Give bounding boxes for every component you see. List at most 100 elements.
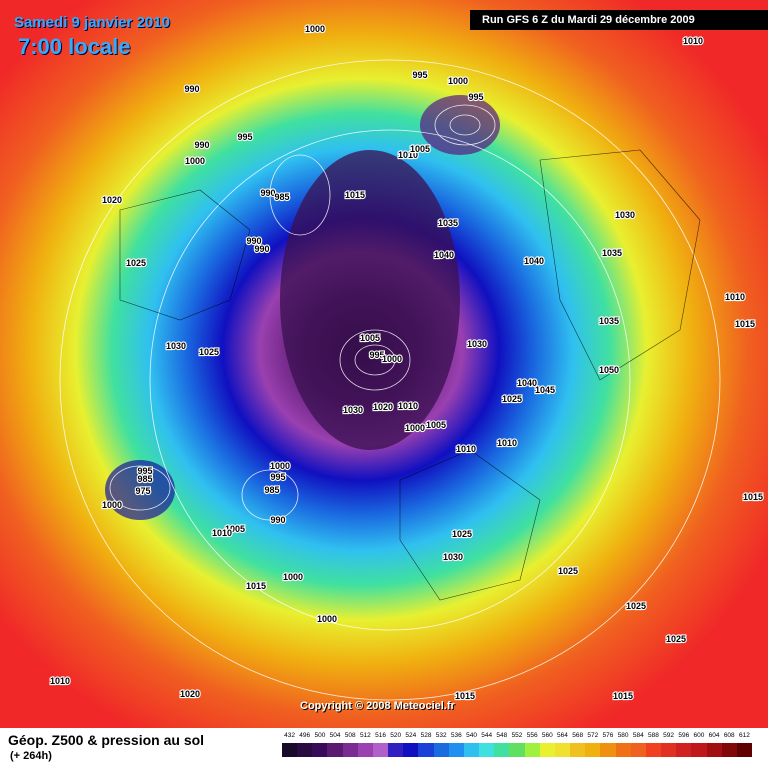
scale-swatch bbox=[372, 743, 389, 757]
isobar-label: 1025 bbox=[502, 394, 522, 404]
coastlines bbox=[119, 149, 701, 601]
low-core-atlantic bbox=[105, 460, 175, 520]
scale-tick-label: 572 bbox=[587, 732, 599, 739]
isobar-label: 1025 bbox=[452, 529, 472, 539]
isobar-label: 1005 bbox=[360, 333, 380, 343]
isobar-label: 1030 bbox=[615, 210, 635, 220]
scale-tick-label: 536 bbox=[450, 732, 462, 739]
isobar-label: 985 bbox=[264, 485, 279, 495]
scale-swatch bbox=[494, 743, 510, 757]
isobar-label: 1010 bbox=[398, 150, 418, 160]
isobar-label: 1030 bbox=[467, 339, 487, 349]
scale-tick-label: 568 bbox=[572, 732, 584, 739]
isobar-label: 1000 bbox=[283, 572, 303, 582]
scale-tick-label: 560 bbox=[541, 732, 553, 739]
legend-footer: Géop. Z500 & pression au sol (+ 264h) 43… bbox=[0, 728, 768, 768]
scale-tick-label: 596 bbox=[678, 732, 690, 739]
isobar-label: 1005 bbox=[410, 144, 430, 154]
scale-tick-label: 500 bbox=[314, 732, 326, 739]
isobar-label: 990 bbox=[246, 236, 261, 246]
geopotential-map: 1000101099510009909959909951000101010051… bbox=[0, 0, 768, 728]
isobar-label: 1010 bbox=[683, 36, 703, 46]
isobar-label: 1025 bbox=[126, 258, 146, 268]
scale-tick-label: 612 bbox=[738, 732, 750, 739]
model-run-label: Run GFS 6 Z du Mardi 29 décembre 2009 bbox=[470, 10, 768, 30]
scale-swatch bbox=[312, 743, 328, 757]
isobar-label: 995 bbox=[369, 350, 384, 360]
scale-tick-label: 524 bbox=[405, 732, 417, 739]
isobar-label: 1000 bbox=[317, 614, 337, 624]
isobar-label: 1025 bbox=[666, 634, 686, 644]
scale-swatch bbox=[418, 743, 435, 757]
scale-tick-label: 584 bbox=[632, 732, 644, 739]
isobar-label: 1010 bbox=[497, 438, 517, 448]
isobar-label: 990 bbox=[260, 188, 275, 198]
scale-tick-label: 580 bbox=[617, 732, 629, 739]
forecast-date: Samedi 9 janvier 2010 bbox=[14, 14, 170, 31]
isobar-label: 975 bbox=[135, 486, 150, 496]
isobar-label: 1020 bbox=[373, 402, 393, 412]
isobar-label: 1040 bbox=[434, 250, 454, 260]
isobar-label: 985 bbox=[274, 192, 289, 202]
isobar-label: 990 bbox=[270, 515, 285, 525]
scale-swatch bbox=[388, 743, 404, 757]
isobar-label: 995 bbox=[270, 472, 285, 482]
isobar-label: 1035 bbox=[602, 248, 622, 258]
scale-swatch bbox=[661, 743, 677, 757]
scale-swatch bbox=[721, 743, 738, 757]
scale-swatch bbox=[357, 743, 374, 757]
scale-swatch bbox=[691, 743, 707, 757]
isobar-label: 1035 bbox=[599, 316, 619, 326]
scale-swatch bbox=[282, 743, 298, 757]
scale-tick-label: 512 bbox=[359, 732, 371, 739]
scale-tick-label: 528 bbox=[420, 732, 432, 739]
isobar-label: 1020 bbox=[180, 689, 200, 699]
scale-swatch bbox=[585, 743, 601, 757]
isobar-label: 1000 bbox=[305, 24, 325, 34]
isobar-label: 1000 bbox=[102, 500, 122, 510]
scale-swatch bbox=[403, 743, 419, 757]
scale-swatch bbox=[554, 743, 571, 757]
isobar-label: 1025 bbox=[558, 566, 578, 576]
scale-tick-label: 552 bbox=[511, 732, 523, 739]
isobar-label: 1020 bbox=[102, 195, 122, 205]
isobar-label: 1015 bbox=[613, 691, 633, 701]
color-scale: 432 496 500 504 508 512 516 520 524 528 532 536 540 5… bbox=[282, 732, 753, 764]
scale-swatch bbox=[342, 743, 359, 757]
isobar-label: 1040 bbox=[524, 256, 544, 266]
scale-swatch bbox=[463, 743, 480, 757]
isobar-label: 995 bbox=[237, 132, 252, 142]
scale-swatch bbox=[479, 743, 495, 757]
isobar-label: 1010 bbox=[212, 528, 232, 538]
scale-tick-label: 432 bbox=[284, 732, 296, 739]
isobar-label: 1035 bbox=[438, 218, 458, 228]
isobar-label: 1010 bbox=[398, 401, 418, 411]
isobar-label: 1045 bbox=[535, 385, 555, 395]
isobar-label: 1000 bbox=[382, 354, 402, 364]
isobar-label: 1050 bbox=[599, 365, 619, 375]
scale-swatch bbox=[645, 743, 662, 757]
polar-vortex-core bbox=[280, 150, 460, 450]
isobar-label: 990 bbox=[184, 84, 199, 94]
scale-swatch bbox=[524, 743, 541, 757]
isobar-label: 1025 bbox=[626, 601, 646, 611]
isobar-label: 1005 bbox=[225, 524, 245, 534]
scale-tick-label: 540 bbox=[466, 732, 477, 739]
scale-swatch bbox=[327, 743, 344, 757]
isobar-label: 1040 bbox=[517, 378, 537, 388]
scale-tick-label: 520 bbox=[390, 732, 402, 739]
isobar-label: 1000 bbox=[185, 156, 205, 166]
scale-tick-label: 608 bbox=[723, 732, 735, 739]
isobar-label: 1010 bbox=[456, 444, 476, 454]
scale-tick-label: 504 bbox=[329, 732, 341, 739]
scale-tick-label: 576 bbox=[602, 732, 614, 739]
isobar-label: 1010 bbox=[50, 676, 70, 686]
copyright-label: Copyright © 2008 Meteociel.fr bbox=[300, 700, 455, 712]
forecast-time: 7:00 locale bbox=[18, 34, 131, 59]
isobar-labels: 1000101099510009909959909951000101010051… bbox=[49, 23, 764, 702]
isobar-label: 1025 bbox=[199, 347, 219, 357]
isobar-label: 995 bbox=[137, 466, 152, 476]
scale-swatch bbox=[509, 743, 526, 757]
isobar-label: 1000 bbox=[270, 461, 290, 471]
scale-swatch bbox=[570, 743, 586, 757]
